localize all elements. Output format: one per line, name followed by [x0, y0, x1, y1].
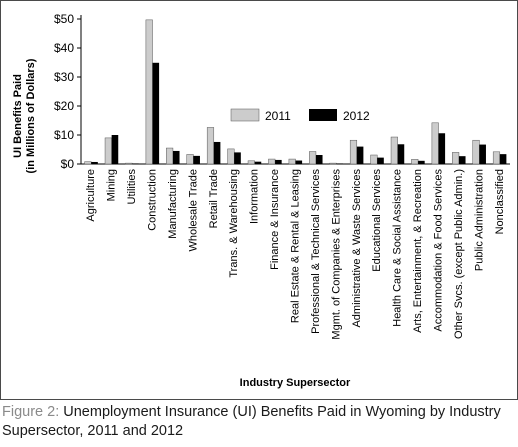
bar-2011 — [309, 151, 317, 165]
figure-number: Figure 2: — [2, 404, 60, 420]
bar-2011 — [145, 19, 153, 165]
bar-2011 — [411, 159, 419, 165]
bar-2011 — [329, 162, 337, 165]
category-labels: Agriculture Mining Utilities Construction Ma… — [85, 169, 506, 340]
x-tick-label: Finance & Insurance — [269, 169, 281, 270]
bar-2011 — [472, 139, 480, 165]
bar-2012 — [91, 161, 98, 164]
bar-2011 — [166, 147, 174, 165]
x-tick-label: Mgmt. of Companies & Enterprises — [330, 169, 342, 340]
y-tick-label: $30 — [54, 70, 74, 84]
bar-2011 — [84, 161, 92, 165]
x-tick-label: Mining — [106, 169, 118, 201]
x-axis-label: Industry Supersector — [240, 377, 351, 389]
figure-caption-text: Unemployment Insurance (UI) Benefits Pai… — [2, 404, 501, 439]
bar-2011 — [227, 148, 235, 165]
y-tick-label: $50 — [54, 12, 74, 26]
x-tick-label: Agriculture — [85, 169, 97, 222]
bar-2012 — [499, 154, 507, 164]
x-tick-label: Health Care & Social Assistance — [392, 169, 404, 327]
y-tick-label: $10 — [54, 128, 74, 142]
bar-2012 — [254, 161, 262, 164]
x-tick-label: Trans. & Warehousing — [228, 169, 240, 278]
x-tick-label: Retail Trade — [208, 169, 220, 228]
x-tick-label: Construction — [147, 169, 159, 231]
bar-2012 — [356, 146, 364, 164]
x-tick-label: Utilities — [126, 169, 138, 205]
x-tick-label: Other Svcs. (except Public Admin.) — [453, 169, 465, 339]
bar-2011 — [492, 151, 501, 165]
y-tick-label: $20 — [54, 99, 74, 113]
x-tick-label: Accommodation & Food Services — [433, 169, 445, 332]
x-tick-label: Arts, Entertainment, & Recreation — [412, 169, 424, 333]
bars — [84, 19, 507, 165]
bar-2011 — [370, 154, 378, 165]
bar-2012 — [193, 155, 200, 164]
bar-chart: $0 $10 $20 $30 $40 $50 Agriculture Mining Utili… — [12, 12, 510, 389]
bar-2012 — [152, 62, 160, 164]
legend-label-2011: 2011 — [265, 109, 291, 123]
bar-2012 — [336, 163, 343, 165]
legend-label-2012: 2012 — [343, 109, 370, 123]
bar-2011 — [247, 160, 255, 165]
bar-2012 — [132, 163, 139, 165]
bar-2012 — [458, 156, 466, 164]
x-tick-label: Professional & Technical Services — [310, 169, 322, 334]
bar-2012 — [234, 152, 241, 164]
y-tick-label: $0 — [61, 157, 75, 171]
legend: 2011 2012 — [230, 108, 370, 123]
bar-2011 — [349, 139, 358, 165]
x-tick-label: Wholesale Trade — [187, 169, 199, 252]
legend-swatch-2012 — [309, 109, 337, 121]
bar-2011 — [431, 122, 439, 165]
x-tick-label: Nonclassified — [494, 169, 506, 234]
bar-2011 — [104, 137, 112, 165]
bar-2012 — [213, 141, 221, 164]
x-tick-label: Information — [249, 169, 261, 224]
bar-2011 — [125, 162, 133, 165]
bar-2012 — [479, 144, 486, 164]
bar-2012 — [418, 160, 425, 164]
bar-2012 — [275, 159, 282, 164]
bar-2012 — [397, 144, 405, 164]
bar-2011 — [390, 136, 398, 165]
y-axis-label: UI Benefits Paid — [12, 74, 24, 158]
bar-2012 — [377, 157, 384, 164]
x-tick-label: Manufacturing — [167, 169, 179, 239]
legend-swatch-2011 — [230, 108, 260, 122]
bar-2012 — [172, 150, 180, 164]
chart-frame: $0 $10 $20 $30 $40 $50 Agriculture Mining Utili… — [0, 0, 518, 400]
y-axis-label-units: (in Millions of Dollars) — [25, 58, 37, 173]
bar-2012 — [315, 155, 323, 164]
x-tick-label: Public Administration — [473, 169, 485, 271]
x-tick-label: Real Estate & Rental & Leasing — [290, 169, 302, 323]
bar-2011 — [186, 154, 194, 165]
bar-2012 — [111, 135, 119, 164]
bar-2011 — [452, 152, 460, 165]
bar-2011 — [288, 158, 296, 165]
bar-2012 — [438, 133, 446, 164]
bar-2011 — [206, 127, 215, 165]
x-tick-label: Educational Services — [371, 169, 383, 272]
bar-2012 — [295, 160, 303, 164]
figure-caption: Figure 2: Unemployment Insurance (UI) Be… — [2, 403, 516, 441]
x-tick-label: Administrative & Waste Services — [351, 169, 363, 328]
y-tick-label: $40 — [54, 41, 74, 55]
bar-2011 — [268, 158, 276, 165]
